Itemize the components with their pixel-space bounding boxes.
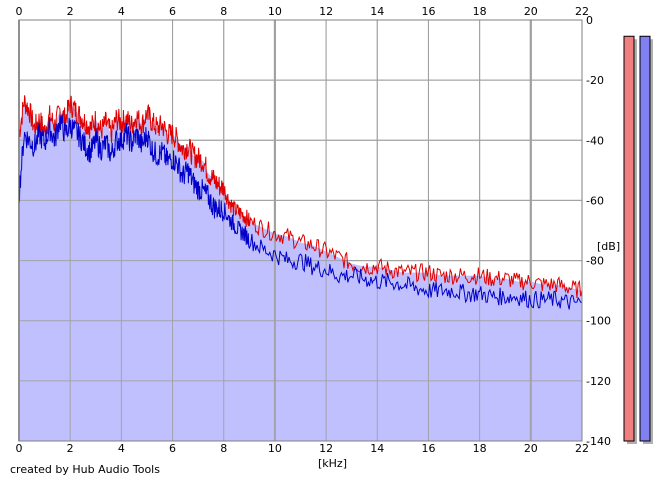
x-tick-label-top: 6 [169, 5, 176, 18]
x-tick-label-bottom: 22 [575, 442, 589, 455]
y-axis-label: [dB] [597, 240, 620, 253]
x-tick-label-top: 2 [67, 5, 74, 18]
y-tick-label: 0 [586, 14, 593, 27]
y-tick-label: -120 [586, 375, 611, 388]
y-tick-label: -20 [586, 74, 604, 87]
x-tick-label-top: 10 [268, 5, 282, 18]
plot-frame [18, 19, 583, 442]
credit-text: created by Hub Audio Tools [10, 463, 160, 476]
series-line-blue [18, 114, 583, 310]
spectrum-area-fill [19, 101, 582, 441]
x-tick-label-bottom: 6 [169, 442, 176, 455]
x-tick-label-top: 20 [524, 5, 538, 18]
y-tick-labels: 0 -20 -40 -60 -80 -100 -120 -140 [586, 14, 611, 448]
x-tick-label-top: 16 [421, 5, 435, 18]
y-tick-label: -40 [586, 134, 604, 147]
y-tick-label: -80 [586, 255, 604, 268]
x-tick-label-bottom: 14 [370, 442, 384, 455]
x-tick-label-bottom: 18 [473, 442, 487, 455]
y-tick-label: -60 [586, 194, 604, 207]
x-tick-label-bottom: 12 [319, 442, 333, 455]
meter-blue [639, 35, 651, 442]
x-tick-label-bottom: 10 [268, 442, 282, 455]
y-tick-label: -140 [586, 435, 611, 448]
x-tick-labels-bottom: 0 2 4 6 8 10 12 14 16 18 20 22 [16, 442, 590, 455]
meter-red [623, 35, 635, 442]
spectrum-series-layer [18, 95, 583, 310]
x-tick-label-bottom: 16 [421, 442, 435, 455]
x-tick-labels-top: 0 2 4 6 8 10 12 14 16 18 20 22 [16, 5, 590, 18]
y-tick-label: -100 [586, 315, 611, 328]
level-meters [623, 35, 653, 444]
x-tick-label-top: 12 [319, 5, 333, 18]
x-tick-label-top: 18 [473, 5, 487, 18]
series-line-red [18, 95, 583, 298]
x-tick-label-top: 8 [220, 5, 227, 18]
x-tick-label-bottom: 8 [220, 442, 227, 455]
x-tick-label-bottom: 20 [524, 442, 538, 455]
x-tick-label-bottom: 4 [118, 442, 125, 455]
x-tick-label-top: 14 [370, 5, 384, 18]
x-tick-label-top: 22 [575, 5, 589, 18]
x-tick-label-top: 4 [118, 5, 125, 18]
x-axis-label: [kHz] [318, 457, 347, 470]
x-tick-label-bottom: 0 [16, 442, 23, 455]
x-tick-label-bottom: 2 [67, 442, 74, 455]
x-tick-label-top: 0 [16, 5, 23, 18]
